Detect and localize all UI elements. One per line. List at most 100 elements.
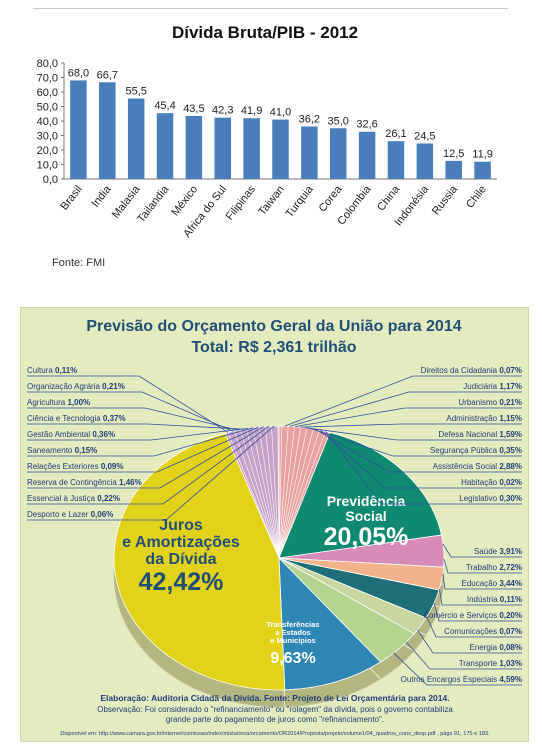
cluster-divider	[278, 427, 308, 559]
right-bottom-label-2-name: Trabalho	[466, 563, 500, 572]
x-tick-label: Tailandia	[135, 183, 172, 225]
left-label-8-name: Reserva de Contingência	[27, 478, 119, 487]
right-top-leader-8	[320, 429, 522, 489]
juros-label-line: e Amortizações	[122, 534, 240, 551]
data-label: 12,5	[443, 148, 464, 160]
cluster-divider	[264, 426, 280, 559]
transferencias-label-line: a Estados	[275, 628, 310, 637]
bar-8	[272, 119, 289, 179]
right-bottom-label-6: Comunicações 0,07%	[444, 627, 522, 636]
bar-14	[445, 160, 462, 179]
bar-5	[185, 115, 203, 179]
left-label-8: Reserva de Contingência 1,46%	[27, 478, 142, 487]
right-top-leader-7	[315, 428, 522, 473]
cluster-divider	[278, 426, 289, 559]
chart-title: Dívida Bruta/PIB - 2012	[172, 23, 358, 42]
slice-transferencias	[278, 556, 382, 691]
right-bottom-label-2-pct: 2,72%	[499, 563, 522, 572]
data-label: 41,0	[270, 107, 291, 119]
data-label: 55,5	[125, 86, 146, 98]
right-top-label-9: Legislativo 0,30%	[459, 494, 522, 503]
left-label-4-pct: 0,37%	[103, 414, 126, 423]
x-tick-label: Corea	[317, 183, 345, 215]
y-tick-label: 0,0	[43, 174, 58, 186]
left-label-5-pct: 0,36%	[92, 430, 115, 439]
bar-13	[416, 143, 434, 179]
bar-10	[329, 128, 347, 179]
x-tick-label: India	[90, 183, 115, 210]
juros-label-line: da Dívida	[145, 551, 216, 568]
right-top-label-3-name: Urbanismo	[458, 398, 499, 407]
right-top-label-3: Urbanismo 0,21%	[458, 398, 522, 407]
right-top-label-8-pct: 0,02%	[499, 478, 522, 487]
juros-label-line: Juros	[159, 517, 203, 534]
left-leader-10	[27, 425, 275, 521]
left-label-6: Saneamento 0,15%	[27, 446, 97, 455]
right-top-label-9-pct: 0,30%	[499, 494, 522, 503]
right-bottom-label-8-pct: 1,03%	[499, 659, 522, 668]
cluster-divider	[278, 427, 302, 559]
right-bottom-label-5-name: Comércio e Serviços	[423, 611, 499, 620]
cluster-divider	[258, 426, 280, 559]
footer-line1: Elaboração: Auditoria Cidadã da Dívida. …	[100, 693, 449, 703]
right-bottom-leader-1	[442, 543, 522, 558]
right-bottom-label-6-name: Comunicações	[444, 627, 499, 636]
data-label: 42,3	[212, 105, 233, 117]
right-bottom-label-3: Educação 3,44%	[462, 579, 523, 588]
right-bottom-leader-9	[393, 652, 522, 686]
right-top-label-7: Assistência Social 2,88%	[433, 462, 522, 471]
left-label-6-name: Saneamento	[27, 446, 75, 455]
left-label-10-pct: 0,06%	[91, 510, 114, 519]
right-top-label-7-pct: 2,88%	[499, 462, 522, 471]
left-leader-2	[27, 391, 234, 432]
pie-subtitle: Total: R$ 2,361 trilhão	[191, 339, 356, 356]
cluster-divider	[278, 426, 283, 559]
right-bottom-label-5-pct: 0,20%	[499, 611, 522, 620]
cluster-divider	[278, 428, 314, 559]
data-label: 68,0	[68, 67, 89, 79]
right-bottom-leader-5	[433, 603, 522, 622]
right-top-label-2: Judiciária 1,17%	[463, 382, 522, 391]
right-bottom-label-1: Saúde 3,91%	[474, 547, 522, 556]
right-bottom-label-4-name: Indústria	[467, 595, 500, 604]
right-top-leader-6	[310, 428, 522, 457]
left-label-5-name: Gestão Ambiental	[27, 430, 92, 439]
x-tick-label: Filipinas	[224, 183, 259, 223]
y-tick-label: 80,0	[37, 58, 58, 70]
left-label-10-name: Desporto e Lazer	[27, 510, 91, 519]
right-top-leader-3	[295, 407, 522, 428]
left-leader-5	[27, 427, 249, 441]
right-top-label-1: Direitos da Cidadania 0,07%	[421, 366, 522, 375]
left-leader-7	[27, 426, 259, 473]
left-label-3: Agricultura 1,00%	[27, 398, 90, 407]
right-top-label-5-name: Defesa Nacional	[438, 430, 499, 439]
transferencias-pct: 9,63%	[270, 650, 315, 667]
right-bottom-label-5: Comércio e Serviços 0,20%	[423, 611, 522, 620]
right-top-label-3-pct: 0,21%	[499, 398, 522, 407]
x-tick-label: Brasil	[58, 183, 84, 212]
right-bottom-label-9-pct: 4,59%	[499, 675, 522, 684]
transferencias-label-line: Transferências	[267, 620, 320, 629]
left-label-2-pct: 0,21%	[102, 382, 125, 391]
bar-4	[156, 113, 174, 179]
left-label-3-name: Agricultura	[27, 398, 67, 407]
budget-panel: Previsão do Orçamento Geral da União par…	[20, 307, 529, 742]
bar-1	[70, 80, 87, 179]
previdencia-pct: 20,05%	[324, 523, 409, 551]
right-top-label-6: Segurança Pública 0,35%	[430, 446, 522, 455]
previdencia-label-line: Social	[345, 508, 386, 524]
cluster-divider	[252, 427, 280, 559]
right-top-label-1-name: Direitos da Cidadania	[421, 366, 500, 375]
cluster-divider	[278, 431, 326, 559]
data-label: 32,6	[356, 119, 377, 131]
top-rule	[33, 8, 508, 9]
cluster-divider	[271, 426, 280, 559]
left-label-7-pct: 0,09%	[101, 462, 124, 471]
left-label-7: Relações Exteriores 0,09%	[27, 462, 124, 471]
source-note: Fonte: FMI	[52, 257, 106, 269]
cluster-divider	[246, 428, 280, 559]
right-bottom-label-7: Energia 0,08%	[470, 643, 522, 652]
bar-chart-svg: Dívida Bruta/PIB - 2012 0,0 10,0 20,0 30,0 40…	[37, 23, 497, 240]
bar-11	[358, 131, 376, 179]
